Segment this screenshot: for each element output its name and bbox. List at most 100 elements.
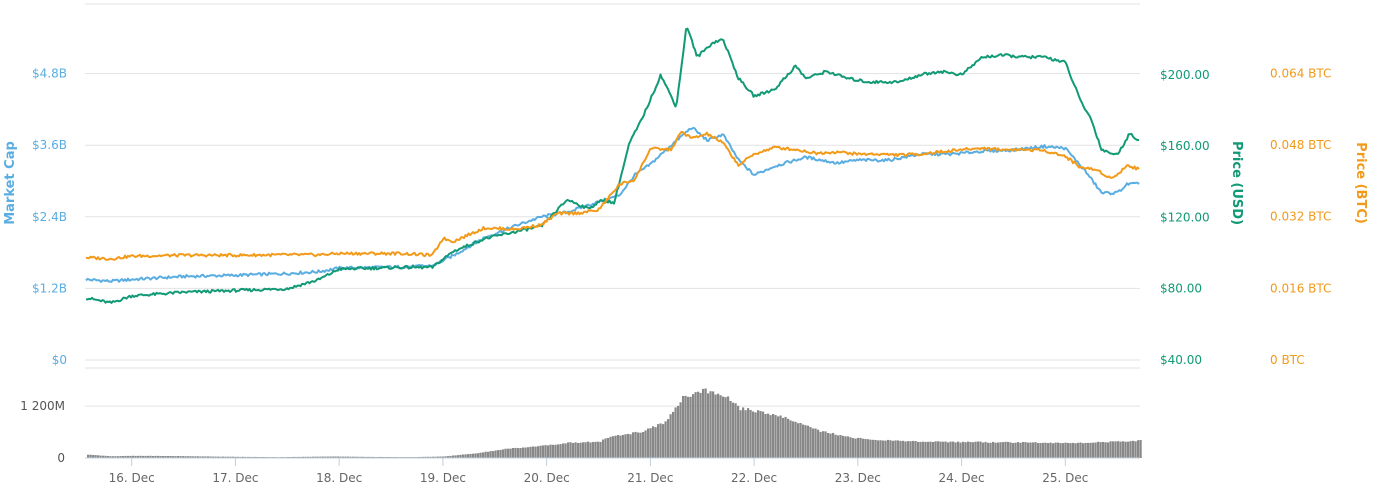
volume-bar [634,431,637,458]
volume-bar [704,388,707,458]
volume-bar [722,396,725,458]
volume-bar [692,394,695,458]
volume-bar [712,391,715,458]
volume-bar [347,456,350,458]
volume-bar [789,420,792,458]
volume-bar [107,456,110,458]
volume-bar [469,453,472,458]
volume-bar [542,445,545,458]
volume-bar [737,405,740,458]
volume-bar [824,431,827,458]
volume-bar [599,441,602,458]
volume-bar [1039,443,1042,458]
volume-bar [947,442,950,458]
volume-bar [977,441,980,458]
volume-bar [877,440,880,458]
volume-bar [904,441,907,458]
volume-bar [319,456,322,458]
volume-bar [567,442,570,458]
volume-bar [1107,442,1110,458]
volume-bar [474,453,477,458]
volume-bar [954,442,957,458]
volume-bar [939,441,942,458]
volume-bar [372,456,375,458]
volume-bar [164,456,167,458]
volume-bar [987,442,990,458]
volume-bar [767,413,770,458]
price-usd-tick-label: $200.00 [1160,68,1210,82]
volume-bar [1087,442,1090,458]
volume-bar [814,428,817,458]
volume-bar [827,433,830,458]
volume-bar [619,435,622,458]
volume-bar [1092,442,1095,458]
volume-bar [134,455,137,458]
volume-bar [992,441,995,458]
volume-bar [959,442,962,458]
volume-bar [534,446,537,458]
volume-bar [1129,441,1132,458]
volume-bar [902,440,905,458]
volume-tick-label: 1 200M [20,399,65,413]
volume-bar [334,456,337,458]
volume-bar [339,456,342,458]
volume-bar [254,456,257,458]
volume-bar [587,441,590,458]
volume-bar [209,456,212,458]
volume-bar [604,438,607,458]
volume-bar [684,395,687,458]
volume-bar [732,402,735,458]
volume-bar [854,438,857,458]
volume-bar [979,441,982,458]
volume-bar [912,440,915,458]
volume-bar [769,415,772,458]
volume-bar [739,410,742,458]
volume-bar [344,456,347,458]
volume-bar [292,456,295,458]
volume-bar [1124,441,1127,458]
volume-bar [327,456,330,458]
volume-bar [994,442,997,458]
volume-bar [179,456,182,458]
volume-bar [754,412,757,458]
volume-bar [299,456,302,458]
volume-bar [589,442,592,458]
volume-bar [444,456,447,458]
volume-bar [1007,441,1010,458]
volume-bar [424,456,427,458]
volume-bar [219,456,222,458]
volume-bar [879,440,882,458]
price-usd-tick-label: $40.00 [1160,353,1202,367]
price-lines [85,27,1140,304]
volume-bar [724,397,727,458]
volume-bar [964,442,967,458]
volume-bar [532,446,535,458]
volume-bar [764,414,767,458]
market-cap-tick-label: $0 [52,353,67,367]
volume-bar [229,456,232,458]
volume-bar [484,451,487,458]
x-tick-label: 16. Dec [109,471,155,485]
volume-bar [999,442,1002,458]
volume-bar [1034,442,1037,458]
volume-bar [439,456,442,458]
volume-bar [942,441,945,458]
volume-bar [907,441,910,458]
volume-bar [467,454,470,458]
volume-bar [294,456,297,458]
volume-bar [772,414,775,458]
volume-bar [714,394,717,458]
volume-bar [194,456,197,458]
volume-bar [759,411,762,458]
volume-bar [839,435,842,458]
volume-bars [87,388,1142,458]
volume-bar [782,417,785,458]
series-line-price-usd [85,27,1140,304]
volume-bar [804,425,807,458]
volume-bar [187,456,190,458]
volume-bar [719,395,722,458]
volume-bar [419,456,422,458]
volume-bar [554,444,557,458]
volume-bar [434,456,437,458]
volume-bar [1057,442,1060,458]
